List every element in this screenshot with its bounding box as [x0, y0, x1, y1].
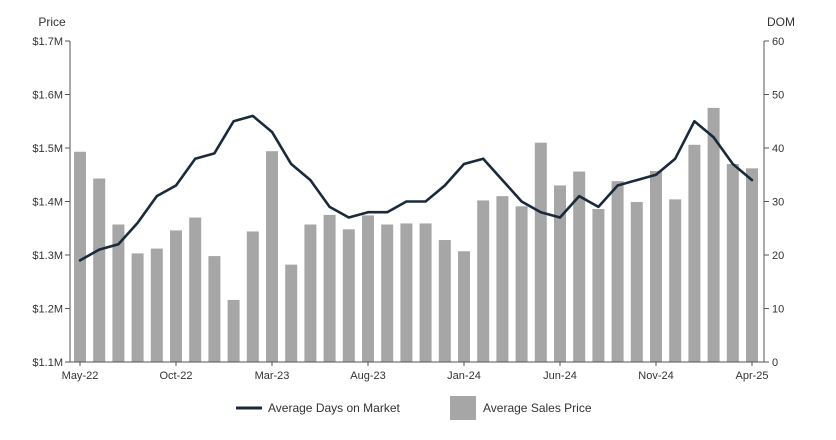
- right-axis-tick-label: 50: [772, 90, 784, 102]
- x-axis-tick-label: Aug-23: [350, 370, 385, 382]
- price-bar: [170, 230, 182, 362]
- price-bar: [458, 251, 470, 362]
- price-bar: [74, 151, 86, 362]
- legend-bar-swatch: [450, 396, 476, 420]
- legend-bar-label: Average Sales Price: [483, 401, 592, 415]
- price-bar: [515, 206, 528, 362]
- price-bar: [150, 248, 163, 362]
- price-bar: [573, 171, 586, 362]
- price-bar: [208, 256, 221, 362]
- x-axis-tick-label: Mar-23: [255, 370, 290, 382]
- price-bar: [477, 200, 490, 362]
- price-bar: [650, 171, 662, 362]
- x-axis-tick-label: May-22: [62, 370, 99, 382]
- right-axis-tick-label: 30: [772, 197, 784, 209]
- price-bar: [630, 202, 643, 362]
- right-axis-tick-label: 40: [772, 143, 784, 155]
- price-bar: [669, 199, 682, 362]
- price-bar: [323, 214, 336, 362]
- right-axis-tick-label: 0: [772, 357, 778, 369]
- price-bar: [362, 215, 374, 362]
- price-bar: [438, 240, 451, 362]
- x-axis-tick-label: Apr-25: [735, 370, 768, 382]
- price-bars: [74, 107, 758, 363]
- left-axis: $1.1M $1.2M $1.3M $1.4M $1.5M $1.6M $1.7M: [32, 36, 71, 369]
- right-axis-tick-label: 60: [772, 36, 784, 48]
- price-bar: [534, 142, 547, 362]
- dom-line: [78, 114, 754, 262]
- price-bar: [227, 299, 240, 362]
- x-axis: May-22 Oct-22 Mar-23 Aug-23 Jan-24 Jun-24 Nov-…: [62, 361, 769, 382]
- legend-line-label: Average Days on Market: [268, 401, 401, 415]
- right-axis-title: DOM: [767, 15, 795, 29]
- price-bar: [688, 144, 701, 362]
- left-axis-tick-label: $1.4M: [32, 197, 63, 209]
- left-axis-tick-label: $1.7M: [32, 36, 63, 48]
- price-bar: [726, 164, 739, 362]
- price-bar: [112, 224, 125, 362]
- price-bar: [285, 264, 298, 362]
- price-bar: [611, 181, 624, 362]
- right-axis-tick-label: 20: [772, 250, 784, 262]
- x-axis-tick-label: Jun-24: [543, 370, 577, 382]
- dom-line-layer: [78, 114, 754, 262]
- left-axis-tick-label: $1.1M: [32, 357, 63, 369]
- price-bar: [419, 223, 432, 362]
- price-bar: [381, 224, 394, 362]
- price-bar: [93, 178, 106, 362]
- left-axis-tick-label: $1.2M: [32, 304, 63, 316]
- x-axis-tick-label: Nov-24: [638, 370, 673, 382]
- price-bar: [554, 185, 566, 362]
- price-bar: [592, 208, 605, 362]
- price-bar: [266, 151, 278, 362]
- price-bar: [342, 229, 355, 362]
- left-axis-tick-label: $1.6M: [32, 90, 63, 102]
- price-bar: [246, 231, 259, 362]
- right-axis: 0 10 20 30 40 50 60: [763, 36, 784, 369]
- left-axis-tick-label: $1.5M: [32, 143, 63, 155]
- x-axis-tick-label: Jan-24: [447, 370, 481, 382]
- price-bar: [189, 217, 202, 362]
- left-axis-title: Price: [38, 15, 66, 29]
- price-bar: [496, 196, 509, 362]
- left-axis-tick-label: $1.3M: [32, 250, 63, 262]
- legend: Average Days on Market Average Sales Pri…: [236, 396, 592, 420]
- right-axis-tick-label: 10: [772, 304, 784, 316]
- price-bar: [707, 107, 720, 363]
- price-bar: [746, 168, 758, 362]
- price-bar: [304, 224, 317, 362]
- price-bar: [400, 223, 413, 362]
- x-axis-tick-label: Oct-22: [159, 370, 192, 382]
- price-bar: [131, 253, 144, 362]
